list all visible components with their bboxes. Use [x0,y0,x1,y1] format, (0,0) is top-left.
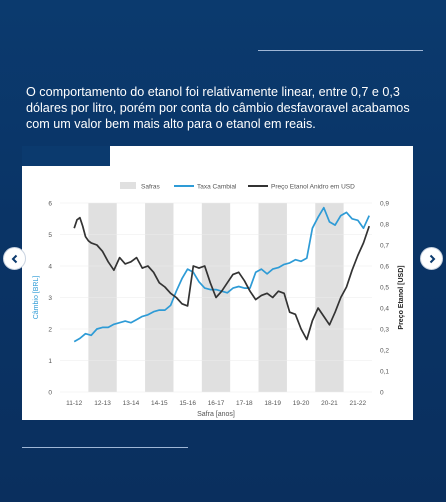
y-right-tick-label: 0 [380,390,384,397]
legend-label-taxa-cambial: Taxa Cambial [197,184,237,191]
y-left-tick-label: 1 [48,358,52,365]
x-tick-label: 15-16 [179,400,196,407]
chart: 0 1 2 3 4 5 6 0 0,1 0,2 0,3 0,4 0,5 0,6 0,7 0,8 0,9 11-12… [33,182,405,418]
y-right-tick-label: 0,9 [380,201,389,208]
legend-swatch-safras [120,182,136,189]
headline: O comportamento do etanol foi relativame… [26,85,410,131]
chevron-right-icon [429,254,435,263]
decor-line-bottom [22,447,188,448]
y-left-tick-label: 6 [48,201,52,208]
x-tick-label: 20-21 [321,400,338,407]
x-tick-label: 19-20 [293,400,310,407]
x-tick-label: 12-13 [94,400,111,407]
chevron-left-icon [11,254,17,263]
x-tick-label: 14-15 [151,400,168,407]
carousel-next-button[interactable] [420,247,443,270]
x-tick-label: 11-12 [66,400,83,407]
y-right-tick-label: 0,7 [380,243,389,250]
y-right-axis-label: Preço Etanol [USD] [398,265,405,329]
chart-card: 0 1 2 3 4 5 6 0 0,1 0,2 0,3 0,4 0,5 0,6 0,7 0,8 0,9 11-12… [22,146,413,420]
x-tick-label: 21-22 [350,400,367,407]
card-header-strip [22,146,110,166]
legend-label-safras: Safras [141,184,161,191]
legend-label-preco-etanol: Preço Etanol Anidro em USD [271,184,355,191]
y-right-tick-label: 0,2 [380,348,389,355]
x-tick-label: 17-18 [236,400,253,407]
y-right-tick-label: 0,6 [380,264,389,271]
x-tick-label: 18-19 [264,400,281,407]
y-left-tick-label: 0 [48,390,52,397]
carousel-prev-button[interactable] [3,247,26,270]
x-axis-label: Safra [anos] [197,411,235,418]
y-left-tick-label: 5 [48,232,52,239]
decor-line-top [258,50,423,51]
x-tick-label: 16-17 [208,400,225,407]
y-right-tick-label: 0,3 [380,327,389,334]
series-line-preco-etanol [73,216,371,341]
y-left-tick-label: 2 [48,327,52,334]
x-tick-label: 13-14 [123,400,140,407]
y-right-tick-label: 0,4 [380,306,389,313]
y-right-tick-label: 0,8 [380,222,389,229]
y-left-tick-label: 4 [48,264,52,271]
y-right-tick-label: 0,5 [380,285,389,292]
y-left-tick-label: 3 [48,295,52,302]
y-left-axis-label: Câmbio [BRL] [33,276,40,320]
y-right-tick-label: 0,1 [380,369,389,376]
